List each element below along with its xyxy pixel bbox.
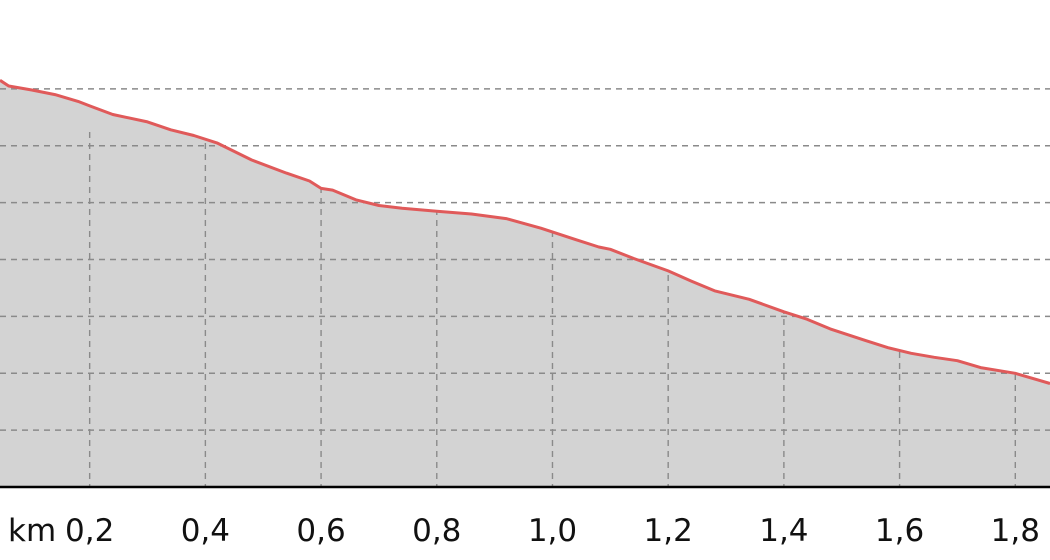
x-tick-label: 0,4 <box>181 513 230 549</box>
x-tick-label: 1,4 <box>759 513 808 549</box>
elevation-area-fill <box>0 80 1050 488</box>
x-tick-label: 1,0 <box>528 513 577 549</box>
x-tick-label: 0,6 <box>296 513 345 549</box>
x-tick-label: 0,2 <box>65 513 114 549</box>
x-tick-label: 1,2 <box>644 513 693 549</box>
x-tick-label: 0,8 <box>412 513 461 549</box>
x-tick-label: 1,8 <box>991 513 1040 549</box>
x-tick-labels: 0,2 0,4 0,6 0,8 1,0 1,2 1,4 1,6 1,8 <box>65 513 1040 549</box>
x-tick-label: 1,6 <box>875 513 924 549</box>
elevation-series-line <box>0 79 1050 385</box>
x-axis-unit-label: km <box>8 513 56 549</box>
